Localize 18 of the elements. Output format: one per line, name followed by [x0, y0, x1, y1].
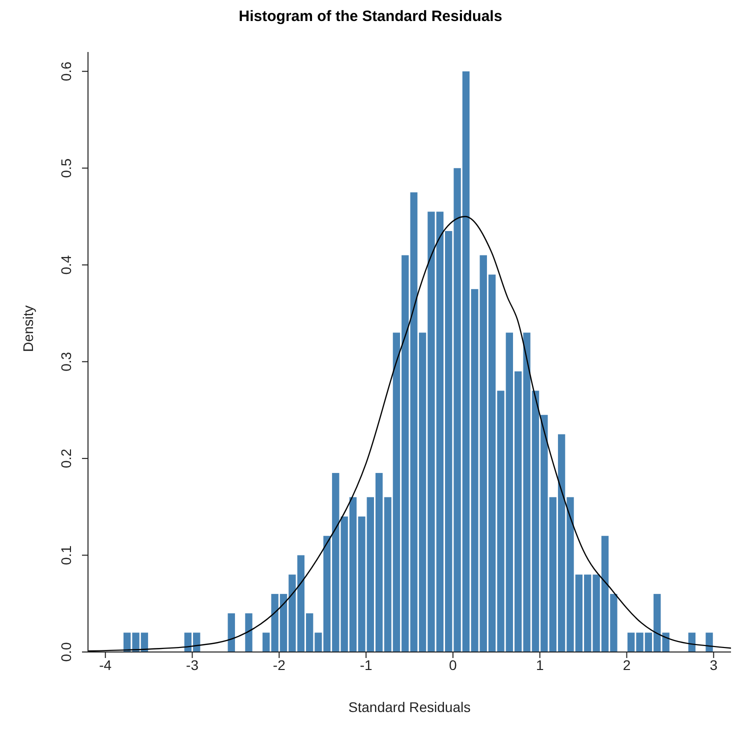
x-tick-label: 0 [449, 656, 458, 673]
y-axis-title: Density [20, 305, 36, 352]
x-tick-label: 3 [710, 656, 718, 673]
x-axis-title: Standard Residuals [348, 699, 471, 715]
y-tick-label: 0.1 [58, 545, 74, 565]
y-tick-label: 0.2 [58, 448, 74, 468]
x-tick-label: 1 [536, 656, 544, 673]
y-tick-label: 0.6 [58, 61, 74, 82]
y-tick-label: 0.0 [58, 642, 74, 662]
x-tick-label: -1 [360, 656, 372, 673]
x-tick-label: -4 [99, 656, 112, 673]
y-tick-label: 0.4 [58, 254, 74, 275]
x-tick-label: -2 [272, 656, 286, 673]
x-tick-label: -3 [186, 656, 199, 673]
y-tick-label: 0.5 [58, 158, 74, 178]
x-tick-label: 2 [622, 656, 631, 673]
chart-title: Histogram of the Standard Residuals [238, 8, 504, 27]
y-tick-label: 0.3 [58, 352, 74, 372]
